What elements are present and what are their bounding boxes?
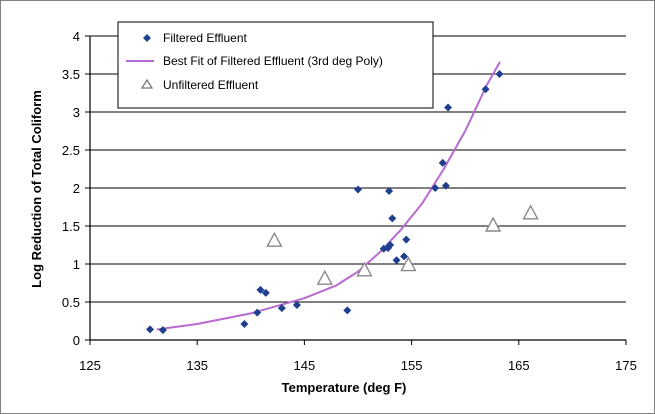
x-tick-label: 175 — [615, 358, 637, 373]
x-tick-label: 145 — [294, 358, 316, 373]
filtered-effluent-point — [253, 308, 262, 317]
series-layer — [146, 61, 539, 335]
filtered-effluent-point — [441, 181, 450, 190]
filtered-effluent-point — [256, 285, 265, 294]
filtered-effluent-point — [277, 304, 286, 313]
y-tick-label: 1.5 — [62, 219, 80, 234]
legend-label-best-fit: Best Fit of Filtered Effluent (3rd deg P… — [163, 54, 383, 68]
unfiltered-effluent-point — [484, 216, 502, 232]
filtered-effluent-point — [343, 306, 352, 315]
filtered-effluent-point — [444, 103, 453, 112]
filtered-effluent-point — [431, 184, 440, 192]
filtered-effluent-point — [481, 85, 490, 94]
legend-label-filtered-effluent: Filtered Effluent — [163, 31, 247, 45]
x-tick-label: 135 — [186, 358, 208, 373]
legend-box — [117, 21, 434, 109]
y-tick-label: 3 — [73, 105, 80, 120]
legend-item-unfiltered-effluent: Unfiltered Effluent — [140, 78, 259, 92]
filtered-effluent-point — [400, 252, 409, 261]
x-tick-label: 165 — [508, 358, 530, 373]
y-tick-label: 1 — [73, 257, 80, 272]
filtered-effluent-point — [388, 214, 397, 223]
x-tick-label: 155 — [401, 358, 423, 373]
filtered-effluent-point — [402, 235, 411, 244]
unfiltered-effluent-point — [522, 204, 539, 220]
filtered-effluent-point — [354, 185, 362, 194]
y-tick-label: 0 — [73, 333, 80, 348]
grid-layer — [90, 35, 626, 303]
y-axis-title: Log Reduction of Total Coliform — [29, 90, 44, 288]
label-layer: 0 0.5 1 1.5 2 2.5 3 3.5 4 125 135 145 155 165 175 — [62, 29, 637, 373]
best-fit-line — [156, 61, 501, 331]
filtered-effluent-point — [385, 187, 394, 196]
filtered-effluent-point — [438, 158, 447, 167]
filtered-effluent-point — [392, 256, 401, 265]
filtered-effluent-point — [386, 241, 395, 249]
y-tick-label: 4 — [73, 29, 80, 44]
filtered-effluent-point — [146, 325, 155, 334]
unfiltered-effluent-point — [316, 269, 333, 285]
axis-layer — [85, 35, 627, 345]
triangle-icon — [140, 78, 154, 89]
x-axis-title: Temperature (deg F) — [282, 380, 407, 395]
x-tick-label: 125 — [79, 358, 101, 373]
unfiltered-effluent-point — [266, 231, 283, 247]
filtered-effluent-point — [292, 301, 301, 310]
legend-item-best-fit: Best Fit of Filtered Effluent (3rd deg P… — [126, 54, 383, 68]
unfiltered-effluent-point — [400, 256, 417, 272]
filtered-effluent-point — [261, 288, 270, 297]
y-tick-label: 2.5 — [62, 143, 80, 158]
legend-item-filtered-effluent: Filtered Effluent — [143, 31, 247, 45]
legend-label-unfiltered-effluent: Unfiltered Effluent — [163, 78, 259, 92]
y-tick-label: 2 — [73, 181, 80, 196]
y-tick-label: 0.5 — [62, 295, 80, 310]
y-tick-label: 3.5 — [62, 67, 80, 82]
filtered-effluent-point — [240, 320, 249, 329]
legend: Filtered Effluent Best Fit of Filtered E… — [117, 21, 434, 109]
diamond-icon — [143, 34, 151, 42]
unfiltered-effluent-point — [356, 261, 373, 277]
filtered-effluent-point — [158, 326, 167, 335]
filtered-effluent-point — [495, 70, 504, 78]
